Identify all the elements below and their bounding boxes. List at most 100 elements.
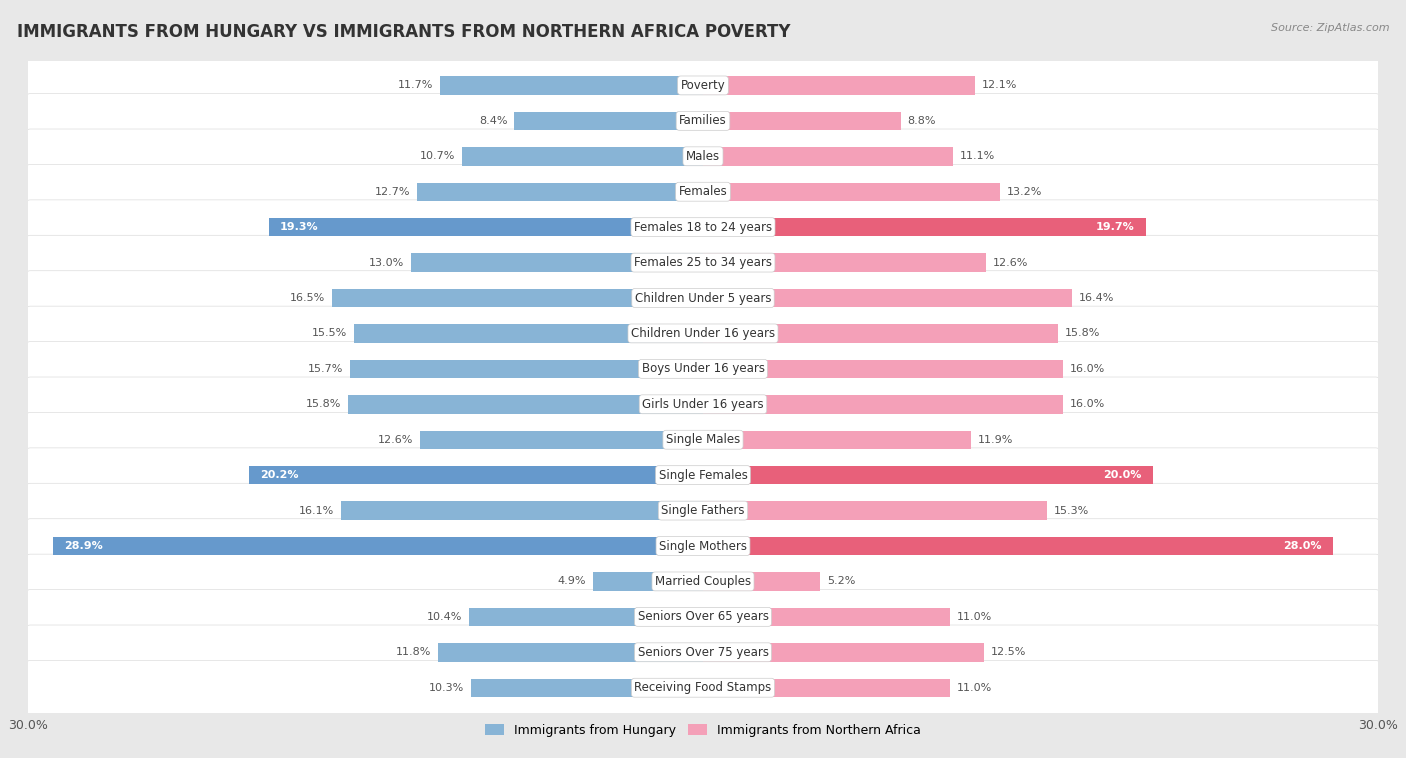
Bar — [703, 501, 1047, 520]
FancyBboxPatch shape — [24, 164, 1382, 219]
Bar — [703, 111, 901, 130]
Text: Receiving Food Stamps: Receiving Food Stamps — [634, 681, 772, 694]
Text: 20.0%: 20.0% — [1104, 470, 1142, 480]
Text: 11.9%: 11.9% — [977, 435, 1012, 445]
Bar — [703, 431, 970, 449]
Bar — [463, 147, 703, 165]
Bar — [269, 218, 703, 236]
Bar — [703, 643, 984, 662]
Text: 12.6%: 12.6% — [377, 435, 413, 445]
Bar — [470, 608, 703, 626]
Bar — [703, 572, 820, 590]
Text: Single Females: Single Females — [658, 468, 748, 481]
Text: Married Couples: Married Couples — [655, 575, 751, 588]
FancyBboxPatch shape — [24, 342, 1382, 396]
Bar — [332, 289, 703, 307]
Text: 12.6%: 12.6% — [993, 258, 1029, 268]
Text: Families: Families — [679, 114, 727, 127]
Text: Single Males: Single Males — [666, 434, 740, 446]
Bar — [703, 537, 1333, 555]
Bar — [340, 501, 703, 520]
Text: Females 25 to 34 years: Females 25 to 34 years — [634, 256, 772, 269]
Text: 10.4%: 10.4% — [427, 612, 463, 622]
Text: 19.3%: 19.3% — [280, 222, 319, 232]
FancyBboxPatch shape — [24, 200, 1382, 255]
Bar — [703, 359, 1063, 378]
FancyBboxPatch shape — [24, 518, 1382, 573]
FancyBboxPatch shape — [24, 484, 1382, 538]
Text: 16.0%: 16.0% — [1070, 364, 1105, 374]
FancyBboxPatch shape — [24, 271, 1382, 325]
FancyBboxPatch shape — [24, 554, 1382, 609]
Text: 28.9%: 28.9% — [65, 541, 103, 551]
Text: Children Under 5 years: Children Under 5 years — [634, 292, 772, 305]
Text: 11.0%: 11.0% — [957, 683, 993, 693]
Text: 11.7%: 11.7% — [398, 80, 433, 90]
FancyBboxPatch shape — [24, 306, 1382, 361]
Text: 11.1%: 11.1% — [959, 152, 994, 161]
Bar — [437, 643, 703, 662]
Bar — [593, 572, 703, 590]
Bar — [471, 678, 703, 697]
Bar — [440, 77, 703, 95]
FancyBboxPatch shape — [24, 129, 1382, 183]
Bar — [350, 359, 703, 378]
Bar — [411, 253, 703, 272]
Text: 12.7%: 12.7% — [375, 186, 411, 197]
Bar — [703, 147, 953, 165]
Bar — [53, 537, 703, 555]
Bar — [347, 395, 703, 414]
Bar — [703, 77, 976, 95]
Bar — [703, 678, 950, 697]
Text: 8.4%: 8.4% — [479, 116, 508, 126]
Bar — [354, 324, 703, 343]
Text: Girls Under 16 years: Girls Under 16 years — [643, 398, 763, 411]
Text: 15.5%: 15.5% — [312, 328, 347, 338]
Legend: Immigrants from Hungary, Immigrants from Northern Africa: Immigrants from Hungary, Immigrants from… — [479, 719, 927, 742]
Text: Seniors Over 75 years: Seniors Over 75 years — [637, 646, 769, 659]
Text: 15.3%: 15.3% — [1054, 506, 1090, 515]
Text: 15.8%: 15.8% — [1066, 328, 1101, 338]
Bar — [249, 466, 703, 484]
FancyBboxPatch shape — [24, 660, 1382, 715]
Text: Single Fathers: Single Fathers — [661, 504, 745, 517]
Bar — [703, 218, 1146, 236]
Text: 13.0%: 13.0% — [368, 258, 404, 268]
FancyBboxPatch shape — [24, 235, 1382, 290]
Bar — [703, 289, 1071, 307]
Text: 4.9%: 4.9% — [558, 576, 586, 587]
Text: 11.8%: 11.8% — [395, 647, 430, 657]
Text: 5.2%: 5.2% — [827, 576, 855, 587]
FancyBboxPatch shape — [24, 377, 1382, 431]
FancyBboxPatch shape — [24, 93, 1382, 148]
Text: 12.1%: 12.1% — [981, 80, 1018, 90]
Text: 16.4%: 16.4% — [1078, 293, 1114, 303]
Bar — [515, 111, 703, 130]
Text: Seniors Over 65 years: Seniors Over 65 years — [637, 610, 769, 623]
Bar — [703, 395, 1063, 414]
Text: Boys Under 16 years: Boys Under 16 years — [641, 362, 765, 375]
FancyBboxPatch shape — [24, 590, 1382, 644]
Text: 16.0%: 16.0% — [1070, 399, 1105, 409]
Text: IMMIGRANTS FROM HUNGARY VS IMMIGRANTS FROM NORTHERN AFRICA POVERTY: IMMIGRANTS FROM HUNGARY VS IMMIGRANTS FR… — [17, 23, 790, 41]
Text: Poverty: Poverty — [681, 79, 725, 92]
FancyBboxPatch shape — [24, 625, 1382, 680]
Text: Males: Males — [686, 150, 720, 163]
FancyBboxPatch shape — [24, 58, 1382, 113]
Bar — [703, 466, 1153, 484]
Text: 16.1%: 16.1% — [299, 506, 335, 515]
Text: 28.0%: 28.0% — [1284, 541, 1322, 551]
Text: 13.2%: 13.2% — [1007, 186, 1042, 197]
Bar — [703, 253, 987, 272]
FancyBboxPatch shape — [24, 448, 1382, 503]
Text: Single Mothers: Single Mothers — [659, 540, 747, 553]
Text: 11.0%: 11.0% — [957, 612, 993, 622]
Bar — [703, 324, 1059, 343]
Text: 10.3%: 10.3% — [429, 683, 464, 693]
Bar — [703, 608, 950, 626]
Text: 16.5%: 16.5% — [290, 293, 325, 303]
Text: 19.7%: 19.7% — [1097, 222, 1135, 232]
Bar — [419, 431, 703, 449]
Text: 8.8%: 8.8% — [908, 116, 936, 126]
FancyBboxPatch shape — [24, 412, 1382, 467]
